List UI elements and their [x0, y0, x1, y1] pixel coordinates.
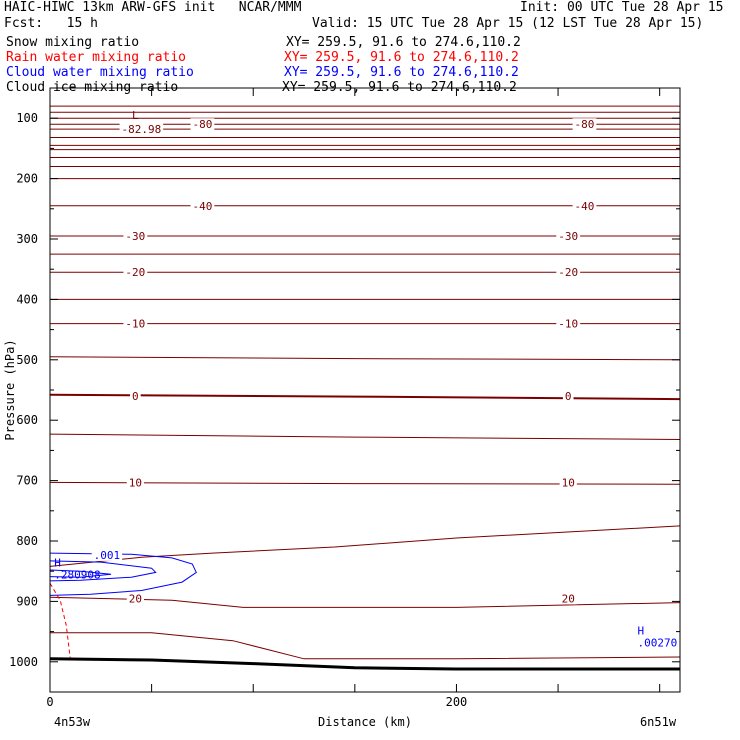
- temperature-label: -20: [558, 266, 578, 279]
- y-tick-label: 500: [16, 353, 38, 367]
- temperature-label-bg: [130, 390, 141, 403]
- temperature-contour: [50, 632, 681, 660]
- temperature-label: 10: [129, 476, 142, 489]
- temperature-label-bg: [190, 118, 215, 131]
- field-name-cloud-water: Cloud water mixing ratio: [6, 65, 194, 80]
- cloud-water-max-value: .00270: [638, 637, 678, 650]
- temperature-min-marker: L: [132, 109, 139, 122]
- temperature-label: -80: [192, 118, 212, 131]
- temperature-label: -20: [125, 266, 145, 279]
- chart-title: HAIC-HIWC 13km ARW-GFS init NCAR/MMM: [4, 0, 302, 15]
- rain-contour: [49, 583, 71, 659]
- y-tick-label: 700: [16, 474, 38, 488]
- temperature-label: -10: [558, 318, 578, 331]
- temperature-label-bg: [123, 229, 148, 242]
- temperature-label-bg: [126, 592, 144, 605]
- y-tick-label: 100: [16, 111, 38, 125]
- temperature-label: -40: [192, 200, 212, 213]
- contour-labels: -80 -80 -40 -40 -30 -30 -20 -20 -10 -10 0 0 10 10 20 20…: [54, 109, 677, 649]
- temperature-label-bg: [572, 199, 597, 212]
- forecast-hour: Fcst: 15 h: [4, 16, 98, 31]
- temperature-label: 0: [132, 390, 139, 403]
- temperature-label-bg: [556, 229, 581, 242]
- temperature-label: -30: [558, 230, 578, 243]
- init-time: Init: 00 UTC Tue 28 Apr 15: [520, 0, 724, 15]
- cloud-water-contours: [49, 552, 197, 596]
- temperature-contour: [49, 596, 681, 608]
- x-endpoint-right: 6n51w: [640, 715, 677, 729]
- y-tick-label: 200: [16, 172, 38, 186]
- x-axis-label: Distance (km): [318, 715, 412, 729]
- temperature-label-bg: [190, 199, 215, 212]
- temperature-label: 20: [562, 592, 575, 605]
- field-xy-snow: XY= 259.5, 91.6 to 274.6,110.2: [286, 35, 521, 50]
- cloud-water-label: .001: [94, 549, 121, 562]
- x-endpoint-left: 4n53w: [54, 715, 91, 729]
- y-axis-label: Pressure (hPa): [3, 339, 17, 440]
- temperature-label-bg: [556, 317, 581, 330]
- cloud-water-max-marker: H: [54, 556, 61, 569]
- rain-contours: [49, 583, 71, 659]
- temperature-label-bg: [559, 476, 577, 489]
- temperature-label: 20: [129, 592, 142, 605]
- temperature-label-bg: [123, 266, 148, 279]
- cloud-water-max-value: .280908: [54, 568, 100, 581]
- temperature-min-value: -82.98: [121, 123, 161, 136]
- temperature-label-bg: [572, 118, 597, 131]
- y-tick-label: 300: [16, 232, 38, 246]
- temperature-label-bg: [562, 390, 574, 403]
- temperature-label: 10: [562, 476, 575, 489]
- temperature-contour: [49, 481, 681, 485]
- y-tick-label: 600: [16, 413, 38, 427]
- field-xy-rain: XY= 259.5, 91.6 to 274.6,110.2: [284, 50, 519, 65]
- temperature-contours: [49, 105, 681, 660]
- temperature-label: -10: [125, 318, 145, 331]
- field-name-rain: Rain water mixing ratio: [6, 50, 187, 65]
- temperature-contour: [49, 356, 681, 361]
- temperature-label: 0: [565, 390, 572, 403]
- temperature-min-value-bg: [119, 123, 164, 136]
- valid-time: Valid: 15 UTC Tue 28 Apr 15 (12 LST Tue …: [312, 16, 704, 31]
- y-tick-label: 400: [16, 292, 38, 306]
- terrain-surface: [49, 657, 680, 671]
- cloud-water-contour: [49, 569, 112, 578]
- y-tick-label: 800: [16, 534, 38, 548]
- temperature-label-bg: [556, 266, 581, 279]
- temperature-label: -40: [575, 200, 595, 213]
- temperature-label-bg: [123, 317, 148, 330]
- field-xy-cloud-water: XY= 259.5, 91.6 to 274.6,110.2: [284, 65, 519, 80]
- y-tick-label: 1000: [9, 655, 38, 669]
- cloud-water-contour: [49, 560, 157, 582]
- field-name-snow: Snow mixing ratio: [6, 35, 140, 50]
- cloud-water-label-bg: [91, 548, 123, 561]
- temperature-label-bg: [126, 476, 144, 489]
- temperature-label: -30: [125, 230, 145, 243]
- cloud-water-max-marker: H: [638, 625, 645, 638]
- terrain-line: [49, 657, 680, 671]
- temperature-contour: [49, 433, 681, 440]
- x-tick-label: 0: [46, 695, 53, 709]
- temperature-label: -80: [575, 118, 595, 131]
- temperature-contour: [49, 393, 681, 401]
- x-tick-label: 200: [446, 695, 468, 709]
- temperature-label-bg: [559, 592, 577, 605]
- temperature-contour: [49, 525, 681, 567]
- cloud-water-contour: [49, 552, 197, 596]
- y-tick-label: 900: [16, 594, 38, 608]
